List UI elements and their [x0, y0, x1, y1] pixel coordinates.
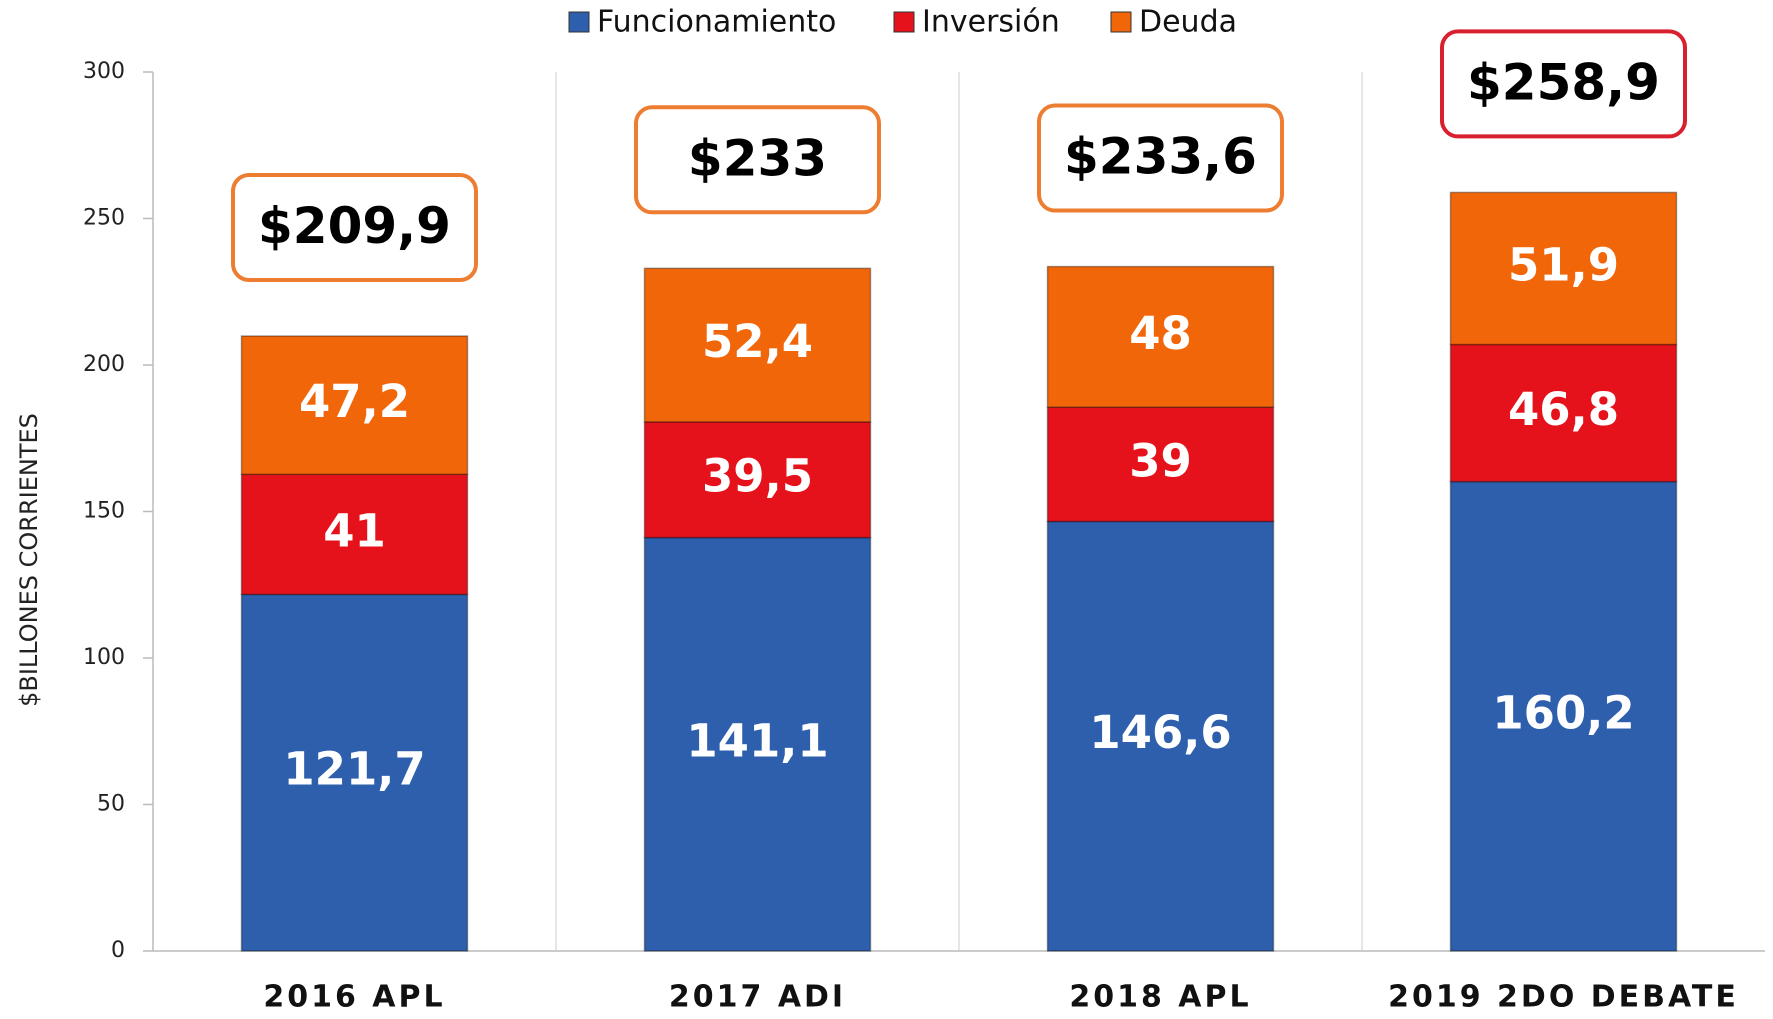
x-tick-label: 2017 ADI — [669, 980, 846, 1015]
x-tick-label: 2019 2DO DEBATE — [1388, 980, 1739, 1015]
legend-label: Inversión — [922, 5, 1060, 40]
total-box — [1440, 29, 1687, 139]
bar-value-label: 121,7 — [283, 743, 425, 796]
y-axis-label: $BILLONES CORRIENTES — [15, 413, 43, 707]
bar-value-label: 51,9 — [1508, 238, 1619, 291]
total-label: $209,9 — [258, 197, 451, 255]
bar-segment — [1046, 520, 1275, 952]
bar-value-label: 141,1 — [686, 714, 828, 767]
legend-label: Funcionamiento — [597, 5, 836, 40]
bar-value-label: 160,2 — [1492, 686, 1634, 739]
legend-swatch — [1110, 11, 1132, 33]
y-tick-label: 250 — [83, 206, 125, 231]
x-tick-label: 2016 APL — [263, 980, 445, 1015]
y-tick-label: 150 — [83, 499, 125, 524]
x-tick-label: 2018 APL — [1069, 980, 1251, 1015]
legend-label: Deuda — [1139, 5, 1237, 40]
legend-swatch — [893, 11, 915, 33]
y-tick-label: 0 — [111, 938, 125, 963]
bar-value-label: 39,5 — [702, 450, 813, 503]
total-label: $258,9 — [1467, 53, 1660, 111]
total-box — [1037, 103, 1284, 213]
bar-segment — [240, 593, 469, 952]
y-tick-label: 100 — [83, 645, 125, 670]
bar-segment — [643, 421, 872, 539]
bar-value-label: 52,4 — [702, 315, 813, 368]
bar-segment — [643, 536, 872, 952]
total-label: $233,6 — [1064, 128, 1257, 186]
bar-value-label: 48 — [1129, 307, 1192, 360]
total-box — [634, 105, 881, 215]
bar-segment — [1449, 191, 1678, 346]
bar-segment — [643, 267, 872, 423]
bar-segment — [240, 335, 469, 476]
bar-value-label: 146,6 — [1089, 706, 1231, 759]
bar-segment — [1449, 480, 1678, 952]
y-tick-label: 300 — [83, 59, 125, 84]
total-label: $233 — [688, 129, 827, 187]
total-box — [231, 172, 478, 282]
bar-value-label: 46,8 — [1508, 383, 1619, 436]
y-tick-label: 50 — [97, 792, 125, 817]
bar-value-label: 47,2 — [299, 375, 410, 428]
bar-segment — [1046, 265, 1275, 408]
bar-value-label: 41 — [323, 504, 386, 557]
legend-swatch — [568, 11, 590, 33]
y-tick-label: 200 — [83, 352, 125, 377]
bar-segment — [1046, 406, 1275, 523]
bar-value-label: 39 — [1129, 434, 1192, 487]
bar-segment — [240, 473, 469, 596]
